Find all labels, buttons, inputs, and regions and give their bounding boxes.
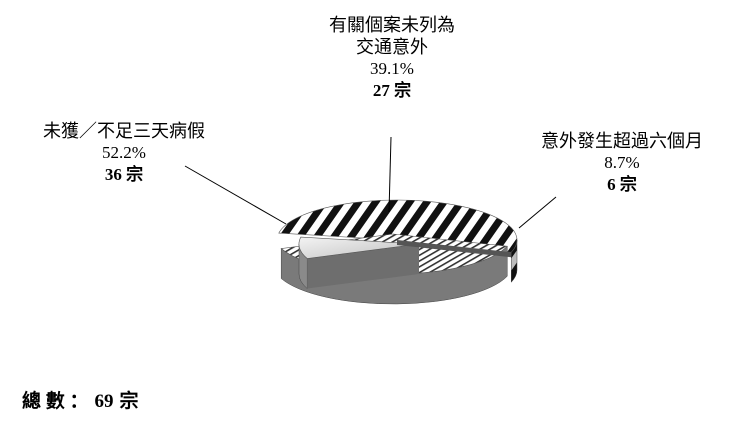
leader-line-over-six-months [518,196,557,229]
slice-top [278,199,518,253]
slice-top [298,236,420,259]
slice-count-unit: 宗 [619,175,637,194]
slice-sick-leave [278,199,518,283]
slice-divider [397,240,512,258]
slice-label-over-six-months: 意外發生超過六個月 8.7% 6 宗 [512,130,732,196]
slice-count: 36 宗 [6,164,242,186]
slice-count-number: 27 [372,81,390,100]
slice-count-number: 36 [104,165,122,184]
slice-count-number: 6 [607,175,616,194]
total-number: 69 [94,391,114,412]
slice-label-line1: 有關個案未列為 [329,15,455,35]
total-unit: 宗 [119,391,139,412]
slice-count: 6 宗 [512,174,732,196]
slice-count: 27 宗 [297,80,487,102]
slice-label-line2: 交通意外 [356,37,428,57]
slice-percent: 8.7% [604,153,640,172]
slice-label-not-traffic: 有關個案未列為 交通意外 39.1% 27 宗 [297,14,487,102]
total-label: 總 數 ： [22,391,89,412]
slice-over-six-months [298,236,420,290]
slice-percent: 52.2% [102,143,146,162]
slice-count-unit: 宗 [126,165,144,184]
leader-line-not-traffic [388,136,392,213]
slice-percent: 39.1% [370,59,414,78]
leader-line-sick-leave [184,165,287,225]
slice-count-unit: 宗 [394,81,412,100]
slice-label-text: 意外發生超過六個月 [541,131,703,151]
slice-label-sick-leave: 未獲／不足三天病假 52.2% 36 宗 [6,120,242,186]
total-count: 總 數 ： 69 宗 [22,386,145,413]
slice-label-text: 未獲／不足三天病假 [43,121,205,141]
